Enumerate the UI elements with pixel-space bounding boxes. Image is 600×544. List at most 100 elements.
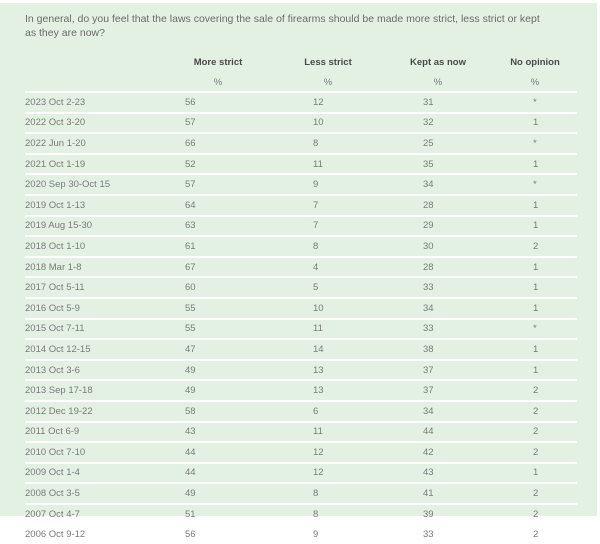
cell-more-strict: 44 — [163, 461, 273, 484]
cell-more-strict: 43 — [163, 420, 273, 443]
cell-kept-as-now: 41 — [383, 482, 493, 504]
cell-more-strict: 56 — [163, 523, 273, 544]
cell-less-strict: 10 — [273, 111, 383, 134]
cell-no-opinion: 1 — [493, 193, 577, 216]
cell-no-opinion: * — [493, 132, 577, 154]
cell-no-opinion: 2 — [493, 482, 577, 504]
table-row: 2012 Dec 19-22 58 6 34 2 — [25, 399, 577, 422]
cell-no-opinion: 2 — [493, 502, 577, 525]
cell-more-strict: 55 — [163, 317, 273, 340]
table-row: 2008 Oct 3-5 49 8 41 2 — [25, 482, 577, 504]
cell-less-strict: 12 — [273, 91, 383, 113]
cell-more-strict: 47 — [163, 338, 273, 360]
row-date: 2018 Mar 1-8 — [25, 255, 163, 278]
row-date: 2022 Jun 1-20 — [25, 132, 163, 154]
cell-no-opinion: 1 — [493, 296, 577, 319]
row-date: 2017 Oct 5-11 — [25, 276, 163, 298]
cell-more-strict: 61 — [163, 235, 273, 257]
cell-more-strict: 49 — [163, 482, 273, 504]
cell-kept-as-now: 28 — [383, 193, 493, 216]
cell-less-strict: 13 — [273, 379, 383, 401]
cell-kept-as-now: 43 — [383, 461, 493, 484]
cell-kept-as-now: 35 — [383, 152, 493, 175]
table-row: 2023 Oct 2-23 56 12 31 * — [25, 91, 577, 113]
cell-more-strict: 66 — [163, 132, 273, 154]
cell-no-opinion: 1 — [493, 152, 577, 175]
cell-less-strict: 10 — [273, 296, 383, 319]
row-date: 2013 Sep 17-18 — [25, 379, 163, 401]
cell-less-strict: 5 — [273, 276, 383, 298]
cell-kept-as-now: 38 — [383, 338, 493, 360]
cell-kept-as-now: 31 — [383, 91, 493, 113]
cell-kept-as-now: 25 — [383, 132, 493, 154]
cell-no-opinion: 1 — [493, 255, 577, 278]
table-row: 2017 Oct 5-11 60 5 33 1 — [25, 276, 577, 298]
cell-more-strict: 60 — [163, 276, 273, 298]
table-row: 2011 Oct 6-9 43 11 44 2 — [25, 420, 577, 443]
table-row: 2021 Oct 1-19 52 11 35 1 — [25, 152, 577, 175]
cell-more-strict: 52 — [163, 152, 273, 175]
cell-less-strict: 11 — [273, 317, 383, 340]
table-row: 2022 Oct 3-20 57 10 32 1 — [25, 111, 577, 134]
table-row: 2022 Jun 1-20 66 8 25 * — [25, 132, 577, 154]
cell-less-strict: 12 — [273, 461, 383, 484]
header-row: More strict Less strict Kept as now No o… — [25, 51, 577, 73]
cell-more-strict: 49 — [163, 379, 273, 401]
table-row: 2018 Oct 1-10 61 8 30 2 — [25, 235, 577, 257]
table-row: 2014 Oct 12-15 47 14 38 1 — [25, 338, 577, 360]
unit-cell: % — [213, 76, 223, 88]
cell-less-strict: 4 — [273, 255, 383, 278]
cell-more-strict: 51 — [163, 502, 273, 525]
row-date: 2011 Oct 6-9 — [25, 420, 163, 443]
cell-no-opinion: 1 — [493, 214, 577, 237]
cell-more-strict: 67 — [163, 255, 273, 278]
cell-more-strict: 55 — [163, 296, 273, 319]
header-kept-as-now: Kept as now — [410, 56, 466, 68]
cell-kept-as-now: 42 — [383, 441, 493, 463]
row-date: 2019 Aug 15-30 — [25, 214, 163, 237]
row-date: 2020 Sep 30-Oct 15 — [25, 173, 163, 195]
cell-no-opinion: 1 — [493, 461, 577, 484]
header-less-strict: Less strict — [304, 56, 352, 68]
row-date: 2009 Oct 1-4 — [25, 461, 163, 484]
cell-no-opinion: 1 — [493, 338, 577, 360]
unit-cell: % — [530, 76, 540, 88]
cell-less-strict: 9 — [273, 523, 383, 544]
table-row: 2007 Oct 4-7 51 8 39 2 — [25, 502, 577, 525]
cell-less-strict: 11 — [273, 420, 383, 443]
row-date: 2007 Oct 4-7 — [25, 502, 163, 525]
table-row: 2020 Sep 30-Oct 15 57 9 34 * — [25, 173, 577, 195]
cell-kept-as-now: 33 — [383, 276, 493, 298]
cell-kept-as-now: 30 — [383, 235, 493, 257]
row-date: 2006 Oct 9-12 — [25, 523, 163, 544]
cell-more-strict: 49 — [163, 358, 273, 381]
question-text: In general, do you feel that the laws co… — [25, 13, 540, 39]
cell-less-strict: 8 — [273, 132, 383, 154]
cell-kept-as-now: 32 — [383, 111, 493, 134]
cell-no-opinion: 2 — [493, 420, 577, 443]
cell-no-opinion: 1 — [493, 111, 577, 134]
cell-kept-as-now: 34 — [383, 296, 493, 319]
unit-row: % % % % — [25, 73, 577, 92]
cell-more-strict: 56 — [163, 91, 273, 113]
row-date: 2022 Oct 3-20 — [25, 111, 163, 134]
table-row: 2013 Sep 17-18 49 13 37 2 — [25, 379, 577, 401]
cell-no-opinion: 2 — [493, 441, 577, 463]
cell-no-opinion: 1 — [493, 358, 577, 381]
header-date — [25, 51, 163, 73]
cell-kept-as-now: 39 — [383, 502, 493, 525]
cell-no-opinion: * — [493, 317, 577, 340]
cell-kept-as-now: 37 — [383, 379, 493, 401]
cell-less-strict: 6 — [273, 399, 383, 422]
cell-more-strict: 63 — [163, 214, 273, 237]
cell-kept-as-now: 29 — [383, 214, 493, 237]
table-row: 2019 Oct 1-13 64 7 28 1 — [25, 193, 577, 216]
cell-kept-as-now: 44 — [383, 420, 493, 443]
table-row: 2016 Oct 5-9 55 10 34 1 — [25, 296, 577, 319]
row-date: 2019 Oct 1-13 — [25, 193, 163, 216]
cell-no-opinion: 2 — [493, 379, 577, 401]
table-row: 2009 Oct 1-4 44 12 43 1 — [25, 461, 577, 484]
cell-no-opinion: * — [493, 173, 577, 195]
row-date: 2018 Oct 1-10 — [25, 235, 163, 257]
unit-blank — [25, 73, 163, 92]
